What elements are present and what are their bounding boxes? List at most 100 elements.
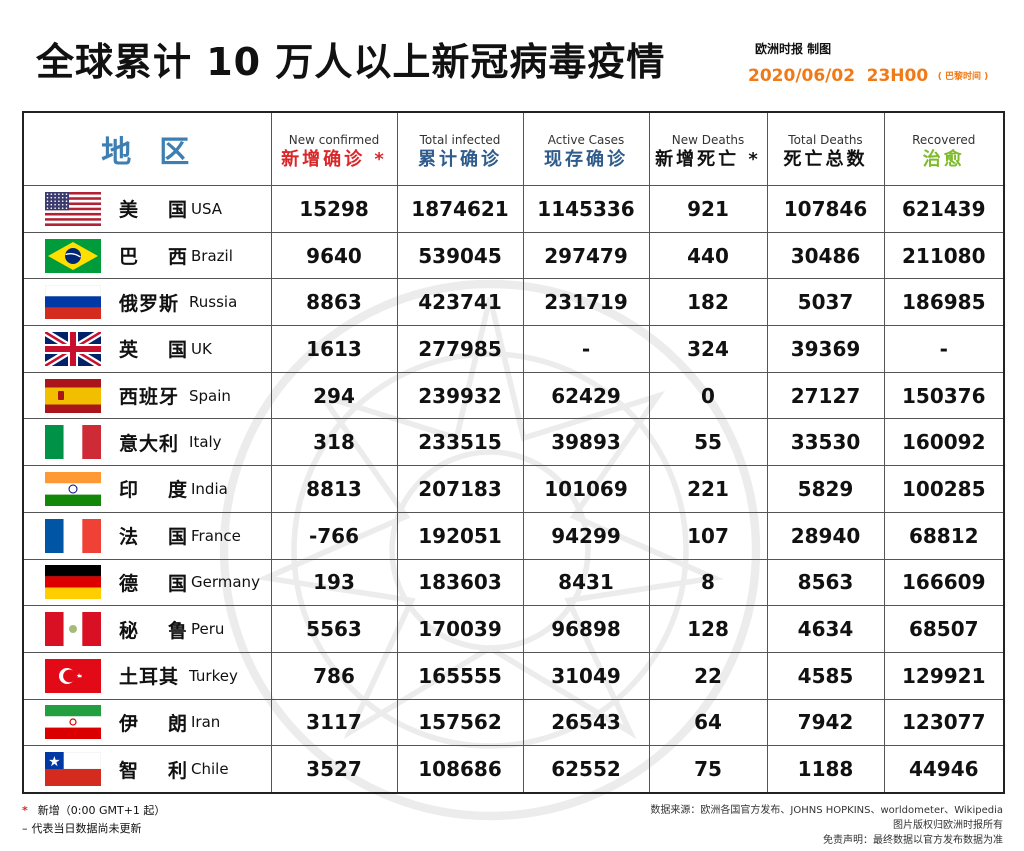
cell-total-infected: 192051: [396, 511, 524, 560]
col-header-recovered: Recovered 治愈: [883, 111, 1005, 186]
report-datetime: 2020/06/02 23H00 ( 巴黎时间 ): [748, 66, 988, 86]
cell-new-confirmed: 3527: [270, 745, 398, 794]
cell-total-infected: 207183: [396, 465, 524, 513]
cell-new-confirmed: 9640: [270, 231, 398, 280]
col-header-en: Recovered: [912, 133, 976, 147]
country-name-zh: 伊朗: [119, 712, 187, 735]
country-name-zh: 土耳其: [119, 666, 180, 689]
region-cell: 巴西 Brazil: [22, 231, 272, 280]
table-row: 土耳其 Turkey 786 165555 31049 22 4585 129921: [22, 651, 1005, 700]
country-name-zh: 美国: [119, 199, 187, 222]
country-name-zh: 德国: [119, 572, 187, 595]
cell-recovered: 150376: [883, 371, 1005, 420]
col-header-zh: 治愈: [922, 149, 965, 170]
cell-total-deaths: 5037: [766, 278, 885, 327]
cell-new-confirmed: 15298: [270, 185, 398, 233]
flag-usa-icon: [45, 191, 101, 226]
country-name-zh: 俄罗斯: [119, 292, 180, 315]
cell-total-infected: 239932: [396, 371, 524, 420]
table-row: 意大利 Italy 318 233515 39893 55 33530 160092: [22, 418, 1005, 467]
flag-italy-icon: [45, 425, 101, 460]
country-name-en: Italy: [189, 433, 222, 452]
cell-active-cases: 231719: [522, 278, 650, 327]
flag-uk-icon: [45, 331, 101, 366]
cell-recovered: 123077: [883, 698, 1005, 747]
cell-total-deaths: 4585: [766, 651, 885, 700]
cell-active-cases: 31049: [522, 651, 650, 700]
cell-recovered: 211080: [883, 231, 1005, 280]
cell-new-deaths: 182: [648, 278, 768, 327]
footnote-star-text: 新增（0:00 GMT+1 起）: [37, 804, 166, 817]
table-row: 巴西 Brazil 9640 539045 297479 440 30486 211080: [22, 231, 1005, 280]
table-row: 秘鲁 Peru 5563 170039 96898 128 4634 68507: [22, 605, 1005, 653]
table-row: 英国 UK 1613 277985-324 39369-: [22, 325, 1005, 373]
footnote-star-symbol: *: [22, 804, 28, 817]
timezone-note: ( 巴黎时间 ): [937, 72, 989, 82]
cell-total-deaths: 27127: [766, 371, 885, 420]
footnotes: * 新增（0:00 GMT+1 起） – 代表当日数据尚未更新: [22, 802, 165, 838]
cell-total-deaths: 5829: [766, 465, 885, 513]
cell-recovered: 68507: [883, 605, 1005, 653]
cell-total-deaths: 7942: [766, 698, 885, 747]
country-name-zh: 智利: [119, 759, 187, 782]
disclaimer: 免责声明：最终数据以官方发布数据为准: [823, 835, 1003, 846]
col-header-new-deaths: New Deaths 新增死亡 *: [648, 111, 768, 186]
cell-new-confirmed: 5563: [270, 605, 398, 653]
cell-new-confirmed: 8863: [270, 278, 398, 327]
col-header-en: Active Cases: [547, 133, 625, 147]
data-source: 数据来源：欧洲各国官方发布、JOHNS HOPKINS、worldometer、…: [650, 805, 1003, 816]
cell-total-infected: 423741: [396, 278, 524, 327]
footnote-dash-symbol: –: [22, 822, 28, 835]
cell-new-confirmed: 1613: [270, 325, 398, 373]
cell-new-deaths: 64: [648, 698, 768, 747]
region-cell: 伊朗 Iran: [22, 698, 272, 747]
cell-total-infected: 157562: [396, 698, 524, 747]
col-header-en: New confirmed: [288, 133, 380, 147]
flag-france-icon: [45, 518, 101, 553]
cell-new-deaths: 107: [648, 511, 768, 560]
col-header-new-confirmed: New confirmed 新增确诊 *: [270, 111, 398, 186]
table-row: 美国 USA 15298 1874621 1145336 921 107846 621439: [22, 185, 1005, 233]
cell-new-deaths: 921: [648, 185, 768, 233]
table-row: 俄罗斯 Russia 8863 423741 231719 182 5037 186985: [22, 278, 1005, 327]
region-cell: 法国 France: [22, 511, 272, 560]
country-name-en: France: [191, 526, 241, 545]
country-name-zh: 西班牙: [119, 386, 180, 409]
region-cell: 英国 UK: [22, 325, 272, 373]
table-header-row: 地区 New confirmed 新增确诊 * Total infected 累…: [22, 111, 1005, 186]
region-cell: 秘鲁 Peru: [22, 605, 272, 653]
col-header-zh: 累计确诊: [418, 149, 502, 170]
cell-recovered: 68812: [883, 511, 1005, 560]
flag-iran-icon: [45, 705, 101, 740]
cell-total-infected: 539045: [396, 231, 524, 280]
country-name-en: Brazil: [191, 246, 233, 265]
country-name-en: Chile: [191, 760, 229, 779]
country-name-en: Iran: [191, 713, 221, 732]
cell-active-cases: 297479: [522, 231, 650, 280]
cell-new-confirmed: 8813: [270, 465, 398, 513]
cell-active-cases: 62552: [522, 745, 650, 794]
col-header-en: Total Deaths: [788, 133, 863, 147]
table-body: 美国 USA 15298 1874621 1145336 921 107846 621439 巴…: [22, 185, 1005, 794]
report-date: 2020/06/02: [748, 66, 856, 86]
cell-recovered: 621439: [883, 185, 1005, 233]
cell-active-cases: 62429: [522, 371, 650, 420]
cell-recovered: 129921: [883, 651, 1005, 700]
cell-new-deaths: 324: [648, 325, 768, 373]
cell-new-deaths: 128: [648, 605, 768, 653]
cell-new-deaths: 75: [648, 745, 768, 794]
flag-germany-icon: [45, 565, 101, 600]
table-row: 法国 France -766 192051 94299 107 28940 68812: [22, 511, 1005, 560]
country-name-zh: 法国: [119, 526, 187, 549]
table-row: 印度 India 8813 207183 101069 221 5829 100285: [22, 465, 1005, 513]
cell-total-infected: 277985: [396, 325, 524, 373]
footnote-dash-text: 代表当日数据尚未更新: [31, 822, 142, 835]
cell-active-cases: -: [522, 325, 650, 373]
cell-new-deaths: 8: [648, 558, 768, 607]
cell-recovered: 100285: [883, 465, 1005, 513]
country-name-zh: 巴西: [119, 246, 187, 269]
cell-total-deaths: 39369: [766, 325, 885, 373]
flag-turkey-icon: [45, 658, 101, 693]
region-cell: 德国 Germany: [22, 558, 272, 607]
flag-brazil-icon: [45, 238, 101, 273]
